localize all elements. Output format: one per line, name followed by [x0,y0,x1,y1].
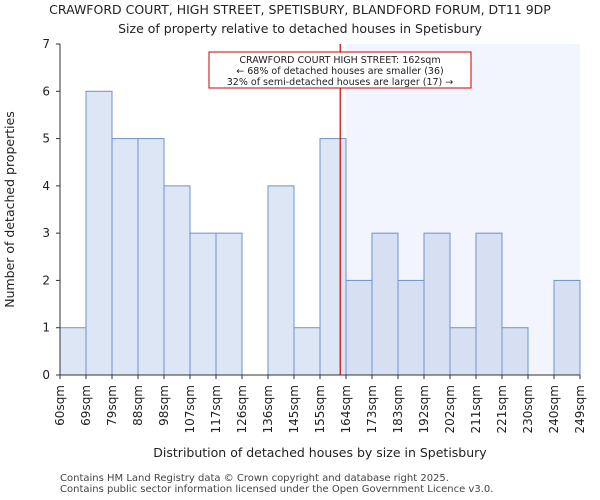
bar-202sqm [449,327,477,376]
y-axis-title: Number of detached properties [2,111,17,308]
x-tick-label: 221sqm [495,385,509,433]
bar-79sqm [111,138,139,376]
y-tick-label: 6 [42,84,50,98]
y-tick-label: 2 [42,273,50,287]
y-tick-label: 3 [42,226,50,240]
x-tick-label: 240sqm [547,385,561,433]
bar-164sqm [345,279,373,376]
y-tick-label: 5 [42,132,50,146]
footer-copyright: Contains HM Land Registry data © Crown c… [60,473,449,484]
x-tick-label: 173sqm [365,385,379,433]
x-tick-label: 230sqm [521,385,535,433]
footer-licence: Contains public sector information licen… [60,484,494,495]
x-tick-label: 117sqm [209,385,223,433]
x-tick-label: 107sqm [183,385,197,433]
x-tick-label: 192sqm [417,385,431,433]
x-tick-label: 98sqm [157,385,171,426]
x-tick-label: 249sqm [573,385,587,433]
bar-107sqm [189,232,217,376]
chart-title-line1: CRAWFORD COURT, HIGH STREET, SPETISBURY,… [49,2,551,17]
annotation-line: ← 68% of detached houses are smaller (36… [236,66,443,77]
bar-155sqm [319,138,347,376]
x-tick-label: 183sqm [391,385,405,433]
bar-136sqm [267,185,295,376]
x-tick-label: 126sqm [235,385,249,433]
x-axis-title: Distribution of detached houses by size … [153,445,487,460]
annotation-line: CRAWFORD COURT HIGH STREET: 162sqm [239,55,440,66]
bar-183sqm [397,279,425,376]
x-tick-label: 164sqm [339,385,353,433]
y-tick-label: 4 [42,179,50,193]
y-tick-label: 7 [42,37,50,51]
bar-88sqm [137,138,165,376]
chart-title-line2: Size of property relative to detached ho… [118,21,482,36]
x-tick-label: 202sqm [443,385,457,433]
bar-192sqm [423,232,451,376]
x-tick-label: 79sqm [105,385,119,426]
y-tick-label: 1 [42,321,50,335]
y-tick-label: 0 [42,368,50,382]
bar-240sqm [553,279,581,376]
x-tick-label: 88sqm [131,385,145,426]
x-tick-label: 136sqm [261,385,275,433]
bar-145sqm [293,327,321,376]
x-tick-label: 211sqm [469,385,483,433]
bar-69sqm [85,90,113,376]
bar-98sqm [163,185,191,376]
x-tick-label: 155sqm [313,385,327,433]
x-tick-label: 145sqm [287,385,301,433]
bar-221sqm [501,327,529,376]
bar-173sqm [371,232,399,376]
bar-117sqm [215,232,243,376]
x-tick-label: 60sqm [53,385,67,426]
annotation-line: 32% of semi-detached houses are larger (… [227,77,454,88]
x-tick-label: 69sqm [79,385,93,426]
bar-211sqm [475,232,503,376]
bar-60sqm [59,327,87,376]
annotation-box [208,51,472,89]
